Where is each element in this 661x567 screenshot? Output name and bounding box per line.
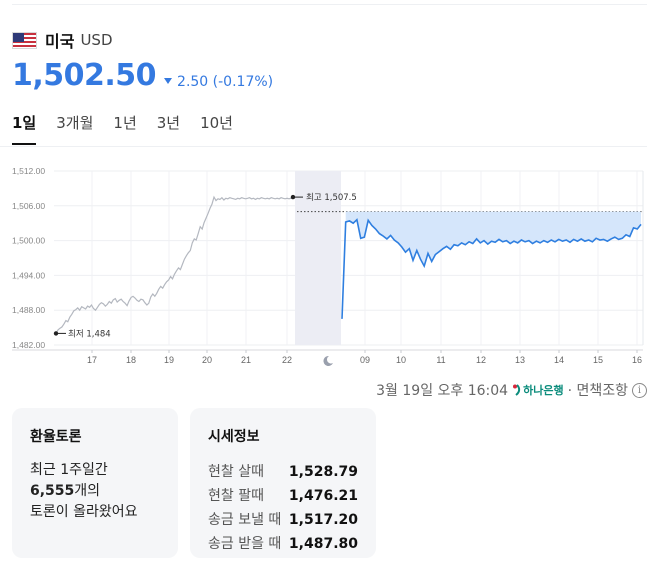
y-tick-label: 1,506.00 [12,201,45,211]
currency-code: USD [80,31,113,49]
disclaimer-link[interactable]: · 면책조항 [567,383,628,399]
moon-icon [323,355,333,366]
quote-value: 1,487.80 [288,536,358,552]
quote-row-cash-buy: 현찰 살때 1,528.79 [208,460,358,484]
country-name: 미국 [45,32,75,51]
y-tick-label: 1,500.00 [12,236,45,246]
market-closed-band [295,171,341,345]
y-tick-label: 1,482.00 [12,340,45,350]
exchange-rate-chart[interactable]: 1,512.00 1,506.00 1,500.00 1,494.00 1,488.00… [0,150,661,370]
series-current-line [341,218,642,319]
currency-header: 미국 USD [12,28,113,52]
x-tick-label: 16 [632,355,642,365]
x-tick-label: 22 [282,355,292,365]
current-price: 1,502.50 [12,58,157,93]
discussion-card[interactable]: 환율토론 최근 1주일간 6,555개의 토론이 올라왔어요 [12,408,178,558]
update-info: 3월 19일 오후 16:04 하나은행 · 면책조항 i [376,380,647,400]
x-tick-label: 19 [164,355,174,365]
x-tick-label: 17 [87,355,97,365]
quote-label: 현찰 살때 [208,464,264,480]
period-tabs: 1일 3개월 1년 3년 10년 [12,112,253,145]
x-tick-label: 21 [241,355,251,365]
quote-card: 시세정보 현찰 살때 1,528.79 현찰 팔때 1,476.21 송금 보낼… [190,408,376,558]
x-tick-label: 14 [554,355,564,365]
x-tick-label: 20 [202,355,212,365]
tab-3m[interactable]: 3개월 [56,114,94,132]
tab-1y[interactable]: 1년 [113,114,137,132]
discussion-line3: 토론이 올라왔어요 [30,504,138,520]
quote-row-transfer-receive: 송금 받을 때 1,487.80 [208,532,358,556]
quote-label: 송금 받을 때 [208,536,282,552]
quote-row-cash-sell: 현찰 팔때 1,476.21 [208,484,358,508]
top-divider [12,4,647,5]
quote-row-transfer-send: 송금 보낼 때 1,517.20 [208,508,358,532]
quote-label: 송금 보낼 때 [208,512,282,528]
chart-svg: 1,512.00 1,506.00 1,500.00 1,494.00 1,488.00… [12,166,644,366]
x-tick-label: 15 [593,355,603,365]
x-tick-label: 18 [126,355,136,365]
discussion-line2: 6,555개의 [30,481,160,502]
info-icon[interactable]: i [632,382,647,398]
tab-10y[interactable]: 10년 [200,114,233,132]
tab-1d[interactable]: 1일 [12,112,37,145]
discussion-line1: 최근 1주일간 [30,462,108,478]
bank-name: 하나은행 [523,384,564,397]
quote-value: 1,528.79 [288,464,358,480]
low-label: 최저 1,484 [68,328,111,339]
discussion-count: 6,555 [30,483,75,499]
bank-logo: 하나은행 [512,382,564,398]
quote-value: 1,476.21 [288,488,358,504]
price-change-value: 2.50 (-0.17%) [177,74,274,90]
y-tick-label: 1,494.00 [12,270,45,280]
x-tick-label: 11 [436,355,445,365]
x-tick-label: 10 [396,355,406,365]
hana-bank-icon [513,384,521,396]
tab-3y[interactable]: 3년 [156,114,181,132]
price-change: 2.50 (-0.17%) [164,74,273,90]
series-current-fill [345,211,641,267]
x-tick-label: 13 [515,355,525,365]
y-tick-label: 1,488.00 [12,305,45,315]
tabs-divider [0,146,647,147]
quote-label: 현찰 팔때 [208,488,264,504]
discussion-summary: 최근 1주일간 6,555개의 토론이 올라왔어요 [30,460,160,523]
down-arrow-icon [164,78,173,84]
x-tick-label: 09 [360,355,370,365]
series-previous-line [55,195,294,334]
x-tick-label: 12 [476,355,486,365]
quote-value: 1,517.20 [288,512,358,528]
price-row: 1,502.50 2.50 (-0.17%) [12,58,273,93]
high-label: 최고 1,507.5 [306,192,357,203]
us-flag-icon [12,31,37,49]
y-tick-label: 1,512.00 [12,166,45,176]
quote-title: 시세정보 [208,429,260,445]
discussion-title: 환율토론 [30,429,82,445]
update-timestamp: 3월 19일 오후 16:04 [376,383,509,399]
discussion-count-suffix: 개의 [74,483,101,499]
